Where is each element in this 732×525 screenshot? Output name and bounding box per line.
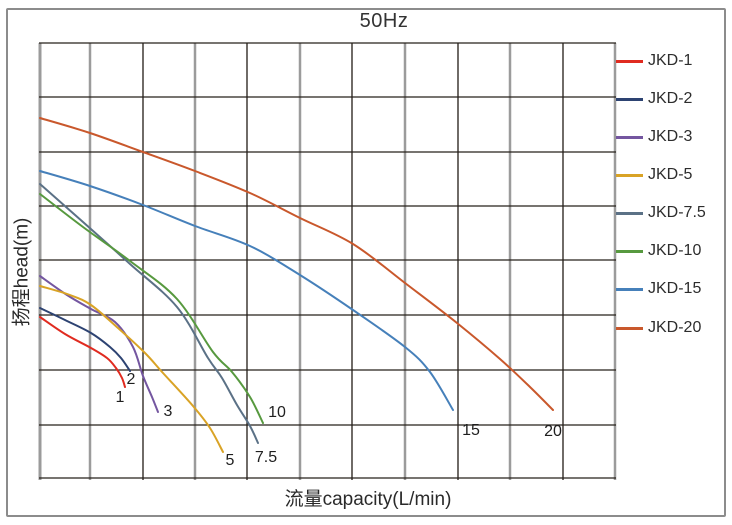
- curve-jkd-15: [39, 170, 454, 411]
- curve-label-3: 3: [163, 403, 173, 420]
- legend-item-jkd-7-5: JKD-7.5: [616, 202, 706, 224]
- curve-jkd-7.5: [39, 183, 259, 444]
- legend-label: JKD-15: [648, 280, 702, 297]
- legend-label: JKD-3: [648, 128, 693, 145]
- legend-label: JKD-5: [648, 166, 693, 183]
- legend-item-jkd-10: JKD-10: [616, 240, 701, 262]
- y-axis-label: 扬程head(m): [11, 217, 33, 327]
- legend-line-swatch: [616, 173, 643, 177]
- chart-title: 50Hz: [359, 10, 409, 32]
- legend-line-swatch: [616, 249, 643, 253]
- curve-jkd-2: [39, 307, 131, 372]
- legend-line-swatch: [616, 135, 643, 139]
- legend-line-swatch: [616, 211, 643, 215]
- legend-label: JKD-10: [648, 242, 702, 259]
- legend-line-swatch: [616, 59, 643, 63]
- legend-label: JKD-20: [648, 319, 702, 336]
- curve-label-5: 5: [225, 452, 235, 469]
- curve-jkd-1: [39, 316, 126, 388]
- curve-jkd-10: [39, 193, 264, 424]
- legend-item-jkd-20: JKD-20: [616, 317, 701, 339]
- legend-item-jkd-1: JKD-1: [616, 50, 692, 72]
- legend-item-jkd-5: JKD-5: [616, 164, 692, 186]
- legend-label: JKD-2: [648, 90, 693, 107]
- curve-jkd-5: [39, 285, 224, 453]
- legend-line-swatch: [616, 287, 643, 291]
- legend-label: JKD-7.5: [648, 204, 706, 221]
- curve-label-15: 15: [462, 422, 480, 439]
- legend-line-swatch: [616, 326, 643, 330]
- legend-item-jkd-2: JKD-2: [616, 88, 692, 110]
- curve-label-20: 20: [544, 423, 562, 440]
- legend-line-swatch: [616, 97, 643, 101]
- curve-jkd-20: [39, 117, 554, 411]
- x-axis-label: 流量capacity(L/min): [284, 489, 452, 510]
- curve-label-10: 10: [268, 404, 286, 421]
- curve-label-1: 1: [115, 389, 125, 406]
- legend-label: JKD-1: [648, 52, 693, 69]
- legend-item-jkd-15: JKD-15: [616, 278, 701, 300]
- curve-jkd-3: [39, 275, 159, 413]
- curve-label-7-5: 7.5: [254, 449, 278, 466]
- legend-item-jkd-3: JKD-3: [616, 126, 692, 148]
- curve-label-2: 2: [126, 371, 136, 388]
